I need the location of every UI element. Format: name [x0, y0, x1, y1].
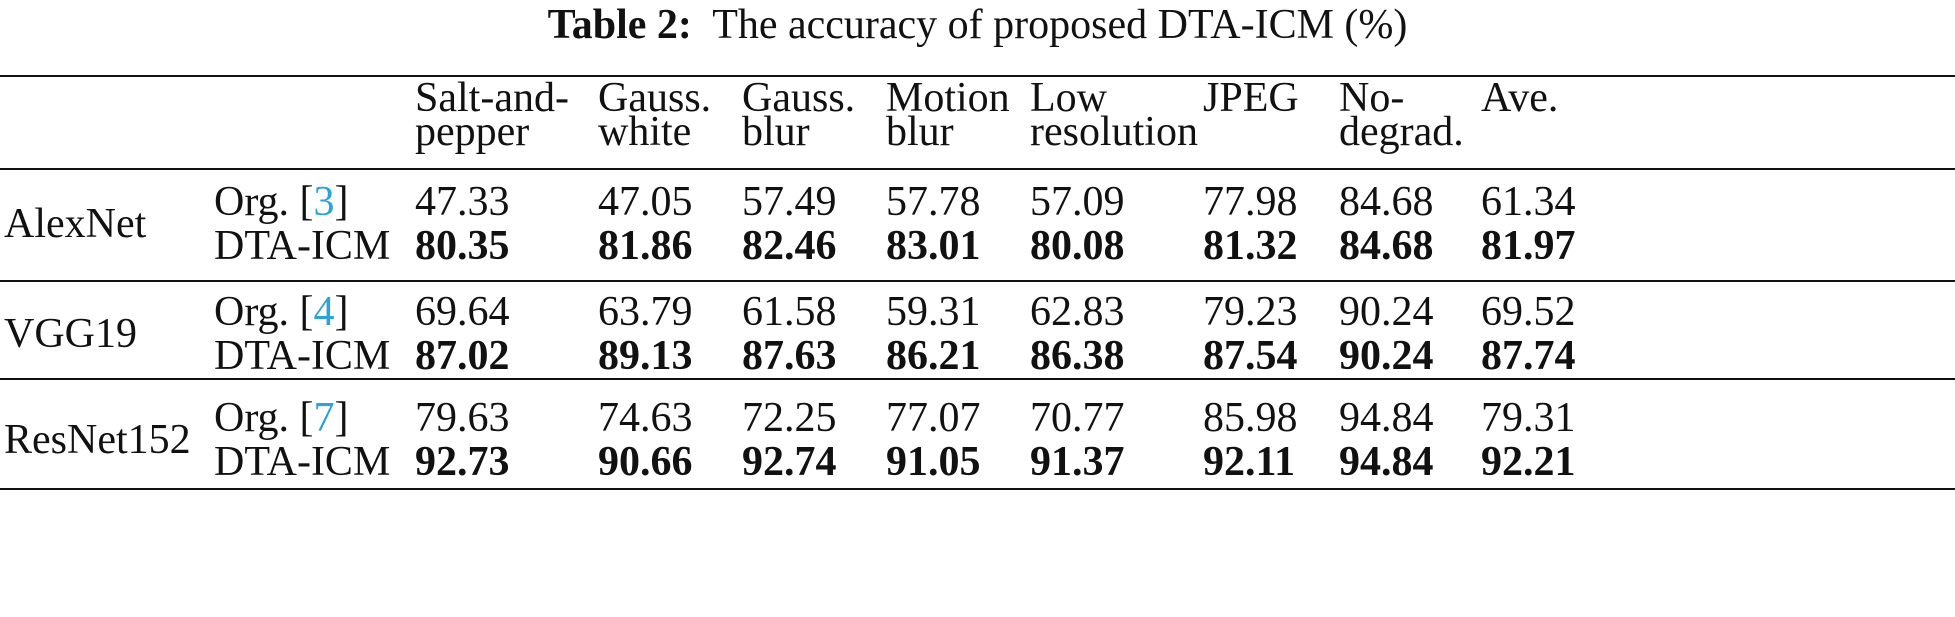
method-value: 84.68: [1339, 223, 1434, 269]
model-name: ResNet152: [4, 417, 191, 463]
method-value: 94.84: [1339, 439, 1434, 485]
baseline-value: 72.25: [742, 395, 837, 441]
bottom-rule: [0, 488, 1955, 490]
method-value: 81.32: [1203, 223, 1298, 269]
header-rule: [0, 168, 1955, 170]
baseline-value: 77.98: [1203, 179, 1298, 225]
method-value: 87.54: [1203, 333, 1298, 379]
method-value: 81.97: [1481, 223, 1576, 269]
baseline-value: 85.98: [1203, 395, 1298, 441]
baseline-value: 61.34: [1481, 179, 1576, 225]
method-value: 86.38: [1030, 333, 1125, 379]
column-header-line1: Gauss.: [598, 75, 712, 121]
baseline-value: 74.63: [598, 395, 693, 441]
citation-link[interactable]: 4: [313, 289, 335, 335]
column-header-line2: pepper: [415, 109, 530, 155]
method-value: 90.66: [598, 439, 693, 485]
method-value: 83.01: [886, 223, 981, 269]
caption-label: Table 2:: [547, 2, 692, 48]
table-caption: Table 2: The accuracy of proposed DTA-IC…: [0, 0, 1955, 60]
method-value: 87.74: [1481, 333, 1576, 379]
citation-link[interactable]: 3: [313, 179, 335, 225]
top-rule: [0, 75, 1955, 77]
method-label: DTA-ICM: [214, 223, 391, 269]
baseline-value: 69.64: [415, 289, 510, 335]
baseline-value: 79.63: [415, 395, 510, 441]
baseline-value: 84.68: [1339, 179, 1434, 225]
baseline-value: 61.58: [742, 289, 837, 335]
baseline-value: 79.31: [1481, 395, 1576, 441]
column-header-line1: No-: [1339, 75, 1405, 121]
baseline-value: 77.07: [886, 395, 981, 441]
caption-text: The accuracy of proposed DTA-ICM (%): [712, 2, 1408, 48]
baseline-value: 94.84: [1339, 395, 1434, 441]
baseline-value: 69.52: [1481, 289, 1576, 335]
group-rule-2: [0, 378, 1955, 380]
group-rule-1: [0, 280, 1955, 282]
method-value: 92.74: [742, 439, 837, 485]
baseline-label: Org. [4]: [214, 286, 349, 338]
citation-close: ]: [334, 395, 349, 441]
baseline-label: Org. [7]: [214, 392, 349, 444]
method-value: 80.35: [415, 223, 510, 269]
baseline-value: 62.83: [1030, 289, 1125, 335]
method-value: 91.05: [886, 439, 981, 485]
baseline-value: 47.33: [415, 179, 510, 225]
baseline-value: 57.09: [1030, 179, 1125, 225]
method-value: 87.02: [415, 333, 510, 379]
baseline-label-text: Org. [: [214, 289, 314, 335]
method-value: 92.21: [1481, 439, 1576, 485]
method-value: 91.37: [1030, 439, 1125, 485]
method-value: 80.08: [1030, 223, 1125, 269]
column-header-line1: Gauss.: [742, 75, 856, 121]
method-value: 92.73: [415, 439, 510, 485]
baseline-label-text: Org. [: [214, 395, 314, 441]
model-name: VGG19: [4, 311, 137, 357]
column-header-line1: Ave.: [1481, 75, 1559, 121]
baseline-value: 63.79: [598, 289, 693, 335]
baseline-value: 79.23: [1203, 289, 1298, 335]
baseline-value: 57.78: [886, 179, 981, 225]
column-header-line1: Salt-and-: [415, 75, 569, 121]
citation-close: ]: [334, 289, 349, 335]
method-label: DTA-ICM: [214, 333, 391, 379]
baseline-value: 59.31: [886, 289, 981, 335]
column-header-line2: blur: [886, 109, 954, 155]
column-header-line1: JPEG: [1203, 75, 1299, 121]
baseline-label: Org. [3]: [214, 176, 349, 228]
column-header-line2: degrad.: [1339, 109, 1464, 155]
method-value: 81.86: [598, 223, 693, 269]
method-value: 82.46: [742, 223, 837, 269]
citation-close: ]: [334, 179, 349, 225]
method-value: 87.63: [742, 333, 837, 379]
baseline-value: 90.24: [1339, 289, 1434, 335]
baseline-value: 47.05: [598, 179, 693, 225]
column-header-line2: white: [598, 109, 692, 155]
column-header-line1: Low: [1030, 75, 1107, 121]
column-header-line2: resolution: [1030, 109, 1198, 155]
method-label: DTA-ICM: [214, 439, 391, 485]
baseline-value: 70.77: [1030, 395, 1125, 441]
citation-link[interactable]: 7: [313, 395, 335, 441]
method-value: 89.13: [598, 333, 693, 379]
baseline-label-text: Org. [: [214, 179, 314, 225]
baseline-value: 57.49: [742, 179, 837, 225]
method-value: 92.11: [1203, 439, 1296, 485]
column-header-line2: blur: [742, 109, 810, 155]
method-value: 90.24: [1339, 333, 1434, 379]
model-name: AlexNet: [4, 201, 147, 247]
method-value: 86.21: [886, 333, 981, 379]
column-header-line1: Motion: [886, 75, 1010, 121]
